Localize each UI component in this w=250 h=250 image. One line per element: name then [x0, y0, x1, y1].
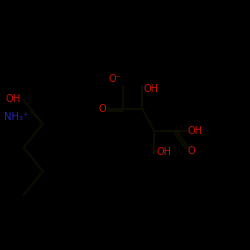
Text: O⁻: O⁻ — [108, 74, 121, 85]
Text: OH: OH — [6, 94, 21, 104]
Text: OH: OH — [156, 147, 171, 157]
Text: O: O — [99, 104, 106, 114]
Text: NH₃⁺: NH₃⁺ — [4, 112, 28, 122]
Text: O: O — [188, 146, 195, 156]
Text: OH: OH — [144, 84, 159, 94]
Text: OH: OH — [188, 126, 202, 136]
